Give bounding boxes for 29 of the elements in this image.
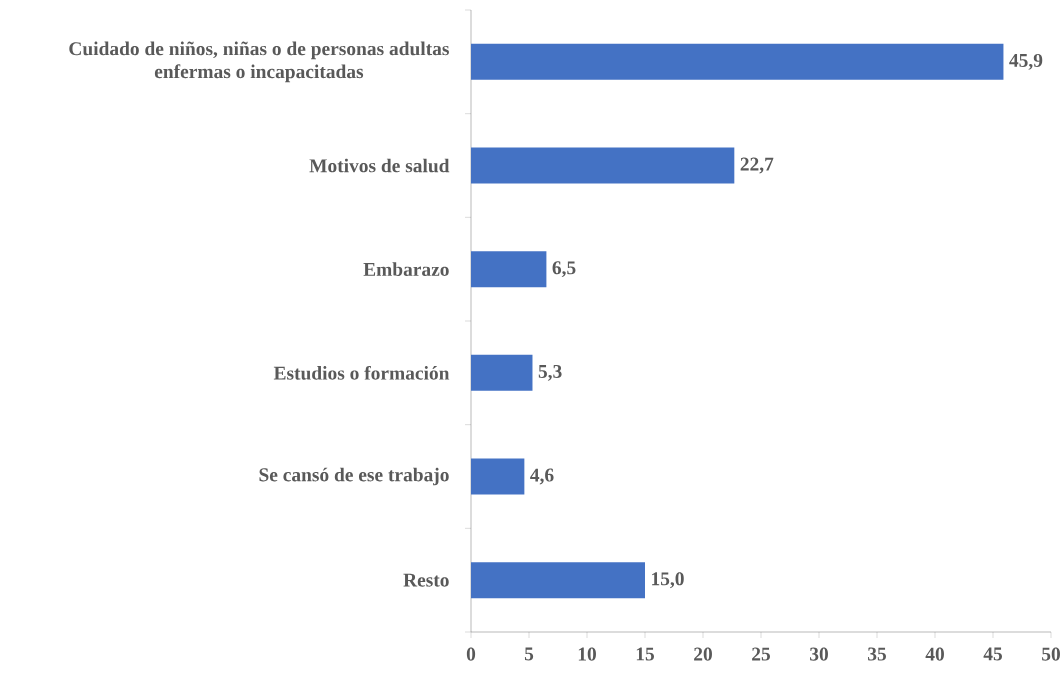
x-tick-label: 10	[578, 647, 596, 661]
bar	[471, 147, 735, 184]
x-tick-label: 50	[1042, 647, 1060, 661]
x-tick-label: 35	[868, 647, 886, 661]
data-label: 45,9	[1009, 53, 1043, 70]
x-tick-label: 25	[752, 647, 770, 661]
y-tick-label: Motivos de salud	[309, 158, 450, 173]
bar	[471, 43, 1004, 80]
data-label: 15,0	[652, 572, 684, 589]
y-tick-label: Estudios o formación	[273, 365, 450, 380]
y-tick-label: Cuidado de niños, niñas o de personas adultas enfermas o incapacitadas	[69, 41, 449, 83]
x-tick-label: 30	[810, 647, 828, 661]
y-tick-label: Resto	[403, 573, 449, 587]
x-tick-label: 5	[524, 647, 534, 661]
x-tick-label: 40	[925, 647, 944, 661]
data-label: 6,5	[552, 261, 576, 278]
y-tick-label: Se cansó de ese trabajo	[259, 467, 449, 486]
y-tick-label: Embarazo	[363, 262, 449, 277]
x-tick-label: 15	[636, 647, 654, 661]
x-tick-label: 0	[466, 647, 476, 661]
bar	[471, 354, 533, 391]
data-label: 5,3	[538, 364, 562, 381]
bar	[471, 458, 525, 495]
data-label: 22,7	[740, 157, 774, 174]
data-label: 4,6	[530, 468, 554, 485]
x-tick-label: 20	[694, 647, 712, 661]
bar	[471, 562, 645, 599]
bar	[471, 251, 547, 288]
x-tick-label: 45	[983, 647, 1002, 661]
